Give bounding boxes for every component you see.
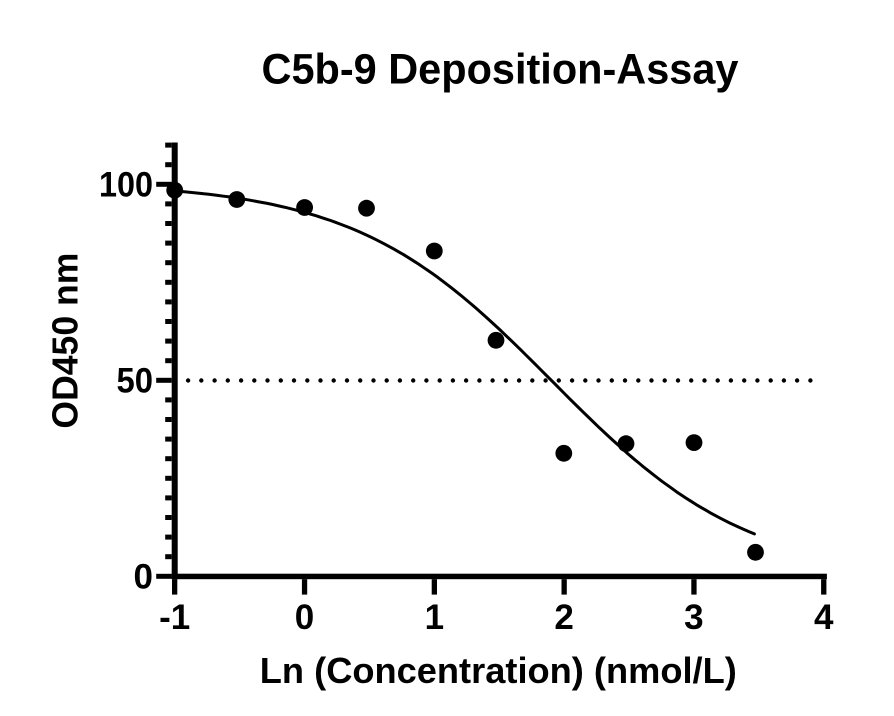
- svg-text:-1: -1: [159, 598, 190, 637]
- svg-text:100: 100: [99, 166, 153, 205]
- svg-text:0: 0: [295, 598, 314, 637]
- svg-text:0: 0: [134, 558, 153, 597]
- svg-text:4: 4: [814, 598, 834, 637]
- svg-text:2: 2: [554, 598, 573, 637]
- svg-text:3: 3: [684, 598, 703, 637]
- svg-text:C5b-9 Deposition-Assay: C5b-9 Deposition-Assay: [262, 45, 739, 93]
- svg-text:OD450 nm: OD450 nm: [45, 253, 86, 429]
- svg-text:Ln (Concentration) (nmol/L): Ln (Concentration) (nmol/L): [260, 650, 737, 691]
- svg-text:50: 50: [117, 362, 154, 401]
- svg-text:1: 1: [425, 598, 444, 637]
